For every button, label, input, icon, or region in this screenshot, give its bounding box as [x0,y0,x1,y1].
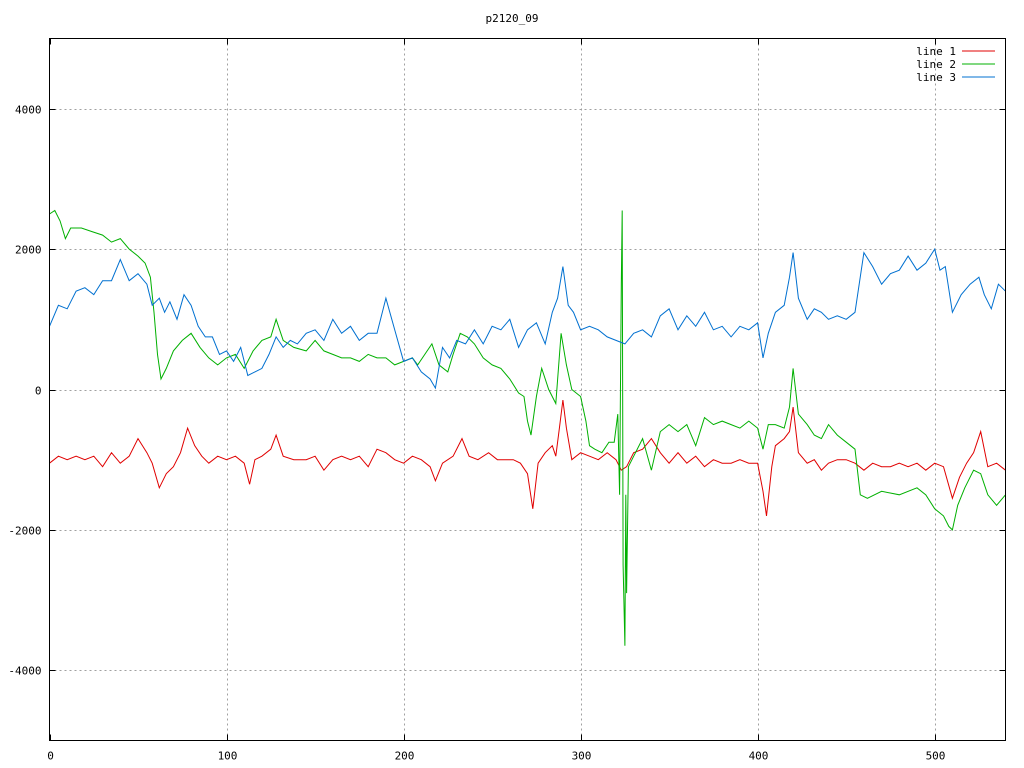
x-tick-label: 500 [926,750,946,763]
grid [49,38,1006,741]
plot-frame [49,38,1006,741]
y-tick-label: 4000 [15,104,42,117]
legend-label-3: line 3 [916,71,956,84]
legend-label-1: line 1 [916,45,956,58]
series-line-3 [49,247,1006,390]
y-tick-label: -4000 [8,665,41,678]
legend-label-2: line 2 [916,58,956,71]
x-tick-label: 400 [749,750,769,763]
y-tick-label: 0 [35,385,42,398]
x-tick-label: 100 [218,750,238,763]
y-tick-label: -2000 [8,525,41,538]
series-layer [49,209,1006,646]
series-line-1 [49,399,1006,516]
x-tick-label: 300 [572,750,592,763]
y-tick-label: 2000 [15,244,42,257]
x-tick-label: 200 [395,750,415,763]
chart-title: p2120_09 [486,12,539,25]
x-tick-label: 0 [47,750,54,763]
axes: 0 100 200 300 400 500 -4000 -2000 0 2000 4000 [8,38,1006,763]
series-line-2 [49,209,1006,646]
